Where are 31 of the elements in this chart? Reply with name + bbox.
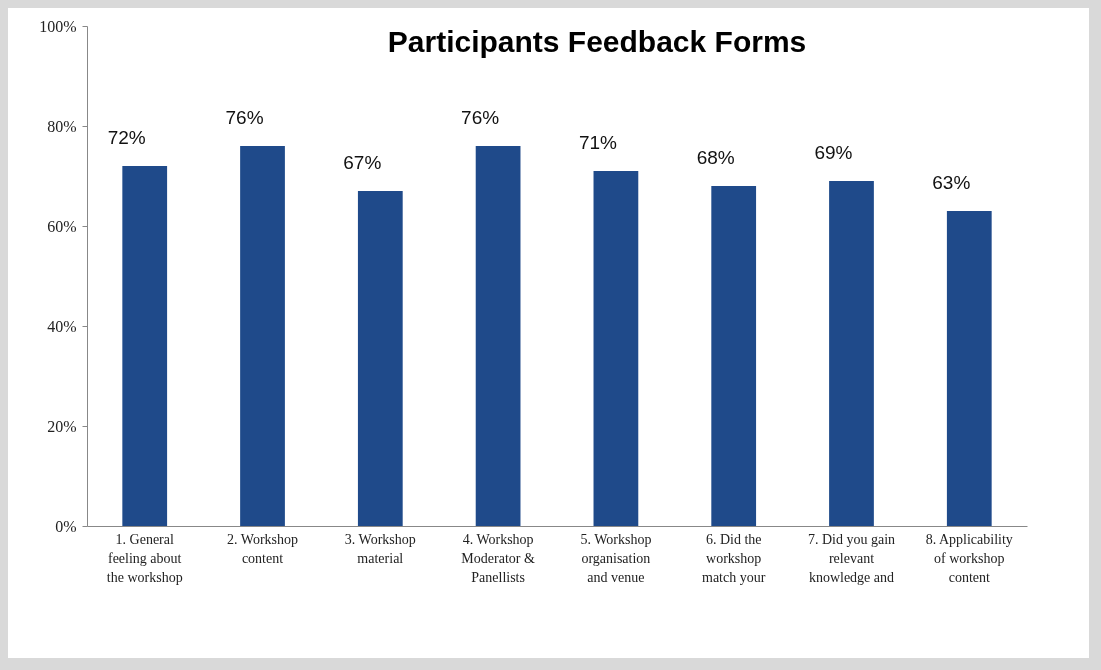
x-tick-label: 1. General feeling about the workshop [106, 531, 183, 585]
bar [829, 181, 874, 526]
data-label: 63% [932, 172, 971, 193]
x-tick-label: 7. Did you gain relevant knowledge and [807, 531, 896, 585]
y-tick-label: 20% [47, 417, 77, 435]
y-tick-label: 60% [47, 217, 77, 235]
bar [240, 146, 285, 526]
bar [122, 166, 168, 526]
x-tick-label: 5. Workshop organisation and venue [580, 531, 652, 585]
chart-title: Participants Feedback Forms [387, 25, 807, 58]
x-tick-label: 2. Workshop content [227, 531, 298, 566]
x-tick-label: 6. Did the workshop match your [702, 531, 766, 585]
data-label: 71% [578, 132, 618, 153]
data-label: 67% [343, 152, 382, 173]
bar [475, 146, 521, 526]
y-tick-label: 80% [47, 117, 77, 135]
x-tick-label: 4. Workshop Moderator & Panellists [461, 531, 535, 585]
bar [946, 211, 992, 526]
x-tick-label: 8. Applicability of workshop content [925, 531, 1013, 585]
data-label: 68% [696, 147, 735, 168]
data-label: 76% [225, 107, 264, 128]
bar [357, 191, 403, 526]
data-label: 76% [461, 107, 500, 128]
y-tick-label: 40% [47, 317, 77, 335]
bar [593, 171, 639, 526]
data-label: 69% [814, 142, 853, 163]
x-tick-label: 3. Workshop material [344, 531, 416, 566]
y-tick-label: 100% [39, 17, 77, 35]
data-label: 72% [107, 127, 146, 148]
y-tick-label: 0% [55, 517, 77, 535]
bar [711, 186, 757, 526]
